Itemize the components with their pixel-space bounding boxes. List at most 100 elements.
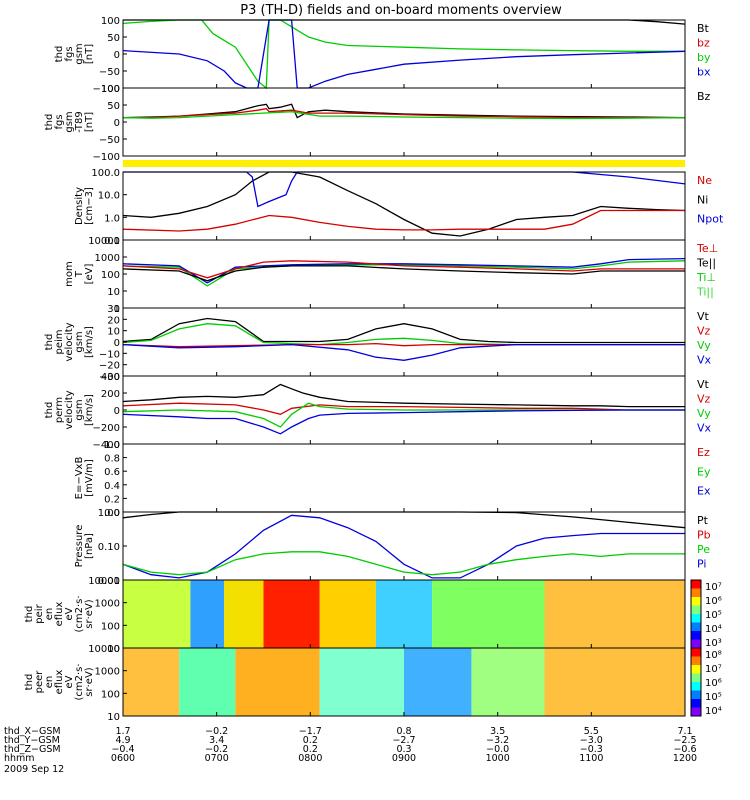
y-axis-label-line: [km/s]: [84, 326, 95, 358]
y-tick-label: 0: [114, 50, 120, 61]
x-tick-label: 0900: [392, 753, 416, 764]
y-tick-label: 10000: [88, 644, 120, 655]
x-tick-label: 3.4: [209, 735, 224, 746]
y-tick-label: 10: [107, 712, 120, 723]
series-line-vz: [122, 402, 685, 415]
legend-entry: Pb: [697, 529, 711, 542]
colorbar-segment: [691, 648, 701, 657]
y-tick-label: 100: [101, 621, 120, 632]
legend-entry: Pe: [697, 543, 710, 556]
legend-entry: Pi: [697, 558, 706, 571]
legend-entry: Vt: [697, 378, 710, 391]
y-tick-label: 10000: [88, 576, 120, 587]
x-tick-label: −3.0: [580, 735, 603, 746]
legend-entry: bz: [697, 37, 710, 50]
y-tick-label: 0.01: [98, 576, 120, 587]
y-axis-label-line: peir: [34, 603, 45, 623]
legend-entry: Ti⊥: [696, 271, 716, 284]
panel-efield: Ez Ey Ex 1.0 0.8 0.6 0.4 0.2 0.0 E=−VxB [mV/m]: [74, 440, 711, 519]
legend-entry: Pt: [697, 514, 709, 527]
y-axis-label-line: velocity: [64, 390, 75, 429]
panel-frame: [122, 239, 686, 309]
x-tick-label: −0.4: [111, 744, 134, 755]
x-tick-label: −0.3: [580, 744, 603, 755]
y-tick-label: 20: [107, 315, 120, 326]
y-tick-label: 100: [101, 270, 120, 281]
legend-entry: Te⊥: [696, 242, 718, 255]
y-axis-label-line: E=−VxB: [74, 457, 85, 500]
y-tick-label: 100: [101, 689, 120, 700]
y-axis-label-line: Pressure: [74, 525, 85, 568]
spectrogram-band: [224, 580, 264, 648]
spectrogram-band: [319, 580, 376, 648]
y-tick-label: −100: [93, 84, 120, 95]
series-line-npot: [123, 171, 686, 208]
x-tick-label: 1100: [579, 753, 603, 764]
colorbar-tick-label: 10³: [705, 638, 722, 649]
y-axis-label-line: en: [44, 608, 55, 621]
series-line-bt: [123, 19, 686, 25]
spectrogram-band: [263, 580, 320, 648]
y-tick-label: 400: [101, 372, 120, 383]
legend-entry: Vy: [697, 407, 711, 420]
y-axis-label-line: thd: [24, 674, 35, 691]
y-axis-label-line: (cm2·s·: [74, 595, 85, 632]
spectrogram-band: [179, 648, 236, 716]
y-tick-label: 0: [114, 406, 120, 417]
panel-frame: [122, 87, 686, 157]
y-axis-label-line: sr·eV): [84, 667, 95, 696]
y-tick-label: −200: [93, 423, 120, 434]
legend-entry: Bz: [697, 90, 711, 103]
x-tick-label: 1.7: [115, 726, 130, 737]
legend-entry: Vt: [697, 310, 710, 323]
y-tick-label: 50: [107, 101, 120, 112]
colorbar-segment: [691, 631, 701, 640]
legend-entry: Ti||: [696, 286, 714, 299]
y-tick-label: 1000: [95, 253, 120, 264]
y-axis-label-line: gsm: [74, 43, 85, 64]
colorbar-tick-label: 10⁶: [705, 678, 722, 689]
series-line-pe: [122, 551, 685, 576]
series-line-vy: [122, 323, 685, 346]
x-tick-label: 7.1: [677, 726, 692, 737]
y-axis-label-line: gsm: [74, 399, 85, 420]
y-axis-label-line: thd: [24, 606, 35, 623]
x-axis-row-label: hhmm: [4, 753, 35, 764]
series-line-vt: [122, 317, 685, 344]
legend-entry: Vz: [697, 393, 711, 406]
legend-entry: Vx: [697, 422, 712, 435]
y-axis-label-line: thd: [44, 402, 55, 419]
y-tick-label: 1: [114, 304, 120, 315]
panel-density: Ne Ni Npot 100.0 10.0 1.0 0.1 Density [cm−3]: [74, 168, 724, 247]
y-tick-label: 1000: [95, 599, 120, 610]
x-axis-row-label: thd_Y−GSM: [4, 735, 60, 746]
x-axis-row-label: thd_X−GSM: [4, 726, 61, 737]
y-axis-label-line: (cm2·s·: [74, 663, 85, 700]
y-tick-label: 0.10: [98, 542, 120, 553]
spectrogram-band: [404, 648, 472, 716]
series-line-total: [122, 103, 686, 119]
y-axis-label-line: eV: [64, 607, 75, 620]
legend-entry: Te||: [696, 257, 716, 270]
y-tick-label: 50: [107, 33, 120, 44]
y-tick-label: 1.0: [104, 440, 120, 451]
legend-entry: Ne: [697, 174, 712, 187]
spectrogram-band: [123, 648, 180, 716]
x-tick-label: 0700: [205, 753, 229, 764]
y-axis-label-line: velocity: [64, 322, 75, 361]
y-tick-label: 10: [107, 327, 120, 338]
y-tick-label: 0.1: [104, 236, 120, 247]
colorbar-tick-label: 10⁵: [705, 610, 722, 621]
panel-fgsf: Bz 100 50 0 −50 −100 thd fgs gsm -T89 [nT]: [44, 84, 711, 163]
legend-entry: Ex: [697, 485, 711, 498]
spectrogram-band: [375, 580, 433, 648]
legend-entry: bx: [697, 66, 711, 79]
colorbar-segment: [691, 580, 701, 589]
y-axis-label-line: [cm−3]: [84, 187, 95, 225]
series-line-pt: [122, 511, 686, 529]
x-tick-label: −2.5: [673, 735, 696, 746]
spectrogram-band: [544, 580, 685, 648]
